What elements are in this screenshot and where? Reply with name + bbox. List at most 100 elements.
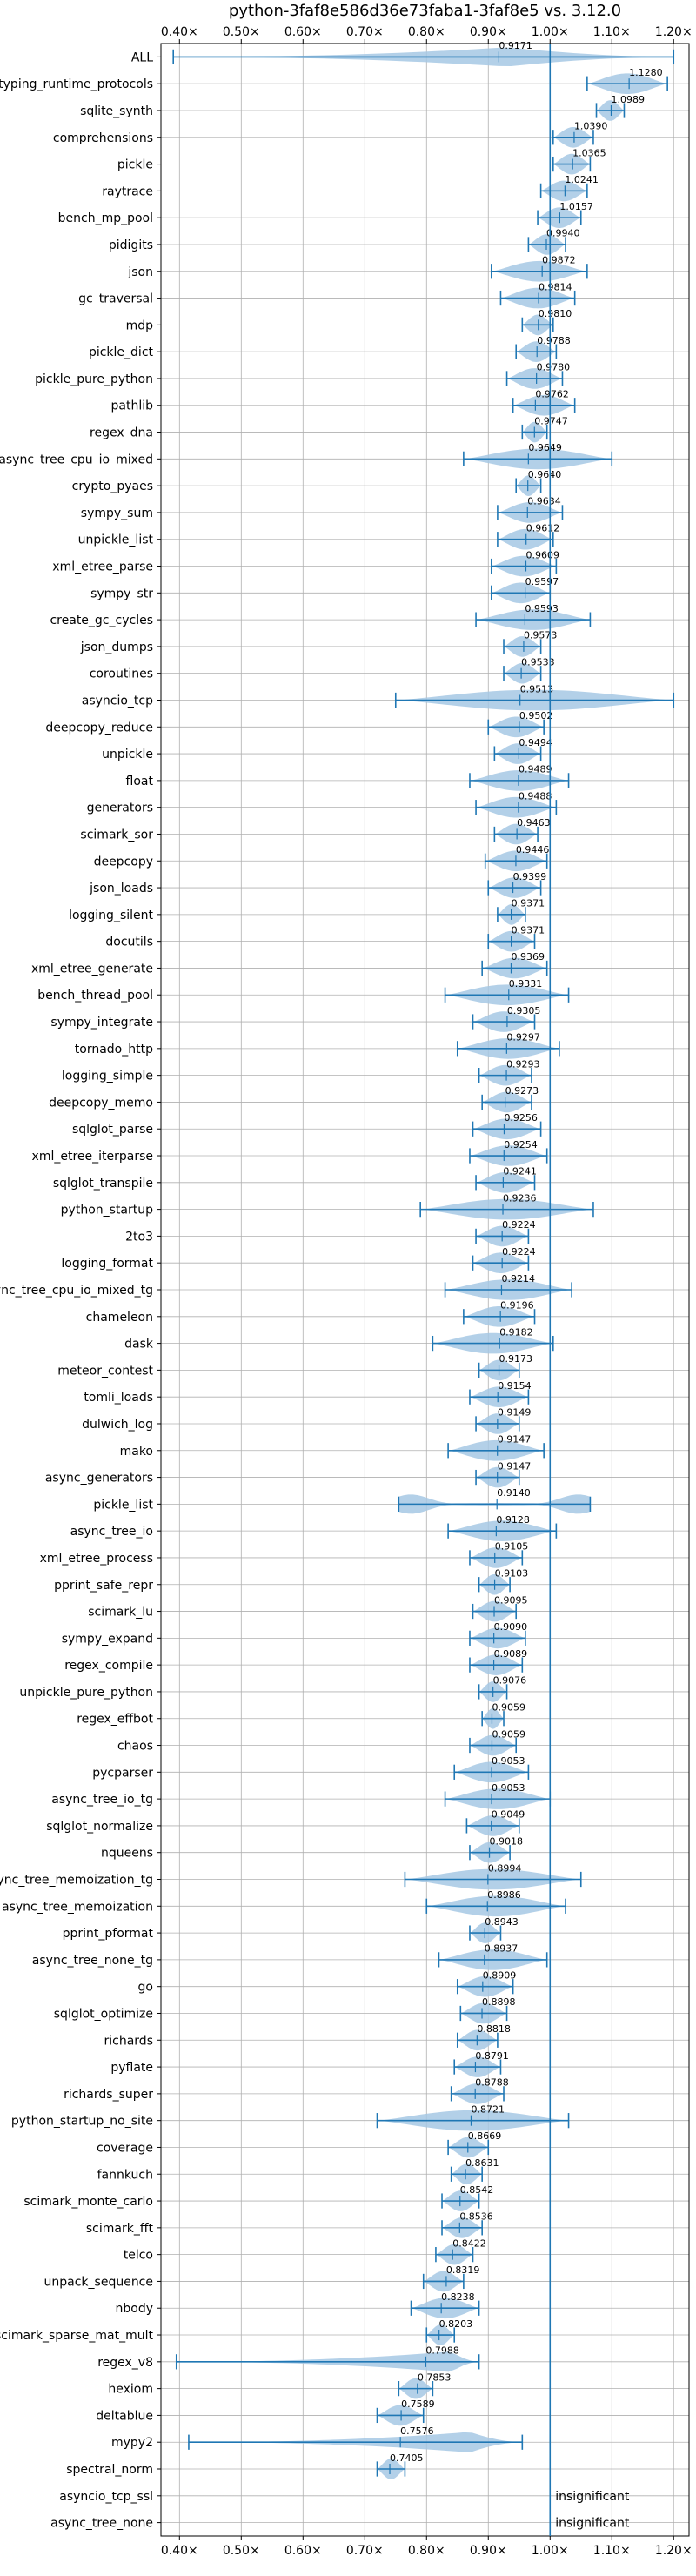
category-label: scimark_lu (88, 1606, 153, 1620)
value-label: 0.8909 (483, 1969, 517, 1981)
x-tick-label-bottom: 1.20× (655, 2544, 693, 2558)
category-label: sympy_str (90, 587, 153, 600)
category-label: sympy_sum (81, 506, 153, 520)
value-label: 0.9090 (494, 1621, 528, 1633)
value-label: 1.0365 (572, 147, 606, 158)
category-label: asyncio_tcp (82, 694, 153, 708)
value-label: 0.9597 (525, 576, 559, 587)
value-label: 0.9810 (539, 308, 572, 319)
value-label: 0.9305 (507, 1005, 541, 1016)
x-tick-label-bottom: 0.60× (284, 2544, 322, 2558)
category-label: sympy_integrate (50, 1016, 153, 1030)
value-label: 0.8721 (471, 2103, 505, 2115)
x-tick-label-bottom: 0.50× (223, 2544, 260, 2558)
x-tick-label-bottom: 0.90× (470, 2544, 507, 2558)
category-label: tomli_loads (84, 1391, 153, 1405)
category-label: mdp (126, 319, 154, 332)
value-label: 0.9171 (499, 40, 532, 51)
category-label: json (127, 265, 153, 279)
value-label: 0.9533 (521, 656, 555, 667)
value-label: 0.9140 (497, 1487, 531, 1499)
value-label: 0.9254 (504, 1139, 538, 1150)
value-label: 0.9371 (512, 898, 545, 909)
category-label: deepcopy_reduce (45, 721, 153, 735)
category-label: regex_compile (64, 1659, 153, 1673)
value-label: 0.9053 (492, 1782, 525, 1794)
value-label: 0.8818 (477, 2023, 511, 2035)
value-label: 0.9049 (492, 1809, 525, 1821)
category-label: nqueens (101, 1847, 153, 1861)
category-label: async_tree_none_tg (32, 1954, 153, 1968)
value-label: 0.9103 (495, 1568, 529, 1580)
category-label: float (126, 775, 154, 788)
value-label: 0.9214 (501, 1273, 535, 1285)
value-label: 0.9089 (494, 1648, 528, 1660)
value-label: 0.9236 (503, 1192, 537, 1204)
category-label: async_generators (45, 1472, 153, 1486)
value-label: 0.8422 (452, 2237, 486, 2249)
x-tick-label-bottom: 0.40× (161, 2544, 198, 2558)
value-label: 0.9059 (492, 1701, 525, 1713)
category-label: pyflate (110, 2061, 153, 2075)
category-label: sqlite_synth (80, 104, 153, 118)
category-label: richards (104, 2034, 154, 2048)
value-label: 1.0390 (574, 121, 608, 132)
category-label: scimark_sor (80, 828, 153, 842)
value-label: 0.8631 (465, 2157, 499, 2169)
value-label: 0.9399 (513, 871, 547, 882)
value-label: 0.8986 (487, 1889, 521, 1901)
category-label: logging_format (61, 1257, 153, 1271)
value-label: 0.9256 (504, 1112, 538, 1124)
category-label: typing_runtime_protocols (0, 77, 153, 91)
value-label: 0.9780 (537, 362, 571, 373)
value-label: 0.9095 (494, 1594, 528, 1606)
category-label: pathlib (111, 399, 154, 413)
value-label: 0.8791 (475, 2050, 509, 2062)
category-label: ALL (131, 50, 153, 64)
category-label: xml_etree_generate (31, 962, 153, 976)
value-label: 0.8536 (459, 2211, 493, 2223)
value-label: 0.9788 (537, 335, 571, 346)
category-label: tornado_http (75, 1043, 153, 1057)
category-label: mako (120, 1445, 153, 1459)
value-label: 0.9814 (539, 281, 572, 292)
value-label: 0.9224 (502, 1219, 536, 1231)
value-label: 0.8542 (460, 2184, 494, 2196)
category-label: async_tree_memoization_tg (0, 1874, 153, 1888)
value-label: 0.9173 (499, 1353, 533, 1365)
category-label: sqlglot_normalize (46, 1820, 153, 1834)
category-label: mypy2 (111, 2436, 153, 2450)
category-label: xml_etree_iterparse (32, 1150, 153, 1164)
value-label: 0.8669 (468, 2130, 502, 2142)
value-label: 0.9076 (493, 1675, 527, 1687)
category-label: crypto_pyaes (72, 480, 153, 493)
category-label: xml_etree_parse (52, 560, 153, 574)
category-label: logging_simple (62, 1070, 153, 1083)
value-label: 0.9059 (492, 1728, 525, 1740)
category-label: unpack_sequence (44, 2275, 153, 2289)
x-tick-label-top: 0.90× (470, 25, 507, 39)
insignificant-label: insignificant (555, 2517, 630, 2531)
value-label: 0.9446 (516, 844, 550, 855)
value-label: 0.8238 (441, 2291, 475, 2303)
value-label: 0.9649 (528, 442, 562, 453)
category-label: generators (87, 802, 153, 815)
value-label: 0.9634 (527, 496, 561, 507)
value-label: 0.8937 (485, 1943, 519, 1955)
category-label: async_tree_none (50, 2517, 153, 2531)
category-label: pprint_pformat (63, 1927, 154, 1941)
category-label: dask (124, 1338, 154, 1352)
value-label: 0.8994 (488, 1862, 522, 1874)
value-label: 0.9018 (490, 1835, 524, 1847)
category-label: go (138, 1981, 153, 1995)
value-label: 0.7589 (401, 2398, 435, 2410)
value-label: 0.9502 (519, 710, 553, 721)
category-label: async_tree_cpu_io_mixed_tg (0, 1284, 153, 1298)
x-tick-label-bottom: 0.80× (408, 2544, 445, 2558)
value-label: 0.9593 (525, 603, 559, 614)
x-tick-label-top: 1.10× (593, 25, 631, 39)
category-label: pickle_list (93, 1498, 153, 1512)
value-label: 1.0157 (559, 201, 593, 212)
category-label: logging_silent (69, 909, 153, 922)
category-label: pickle_dict (89, 345, 154, 359)
